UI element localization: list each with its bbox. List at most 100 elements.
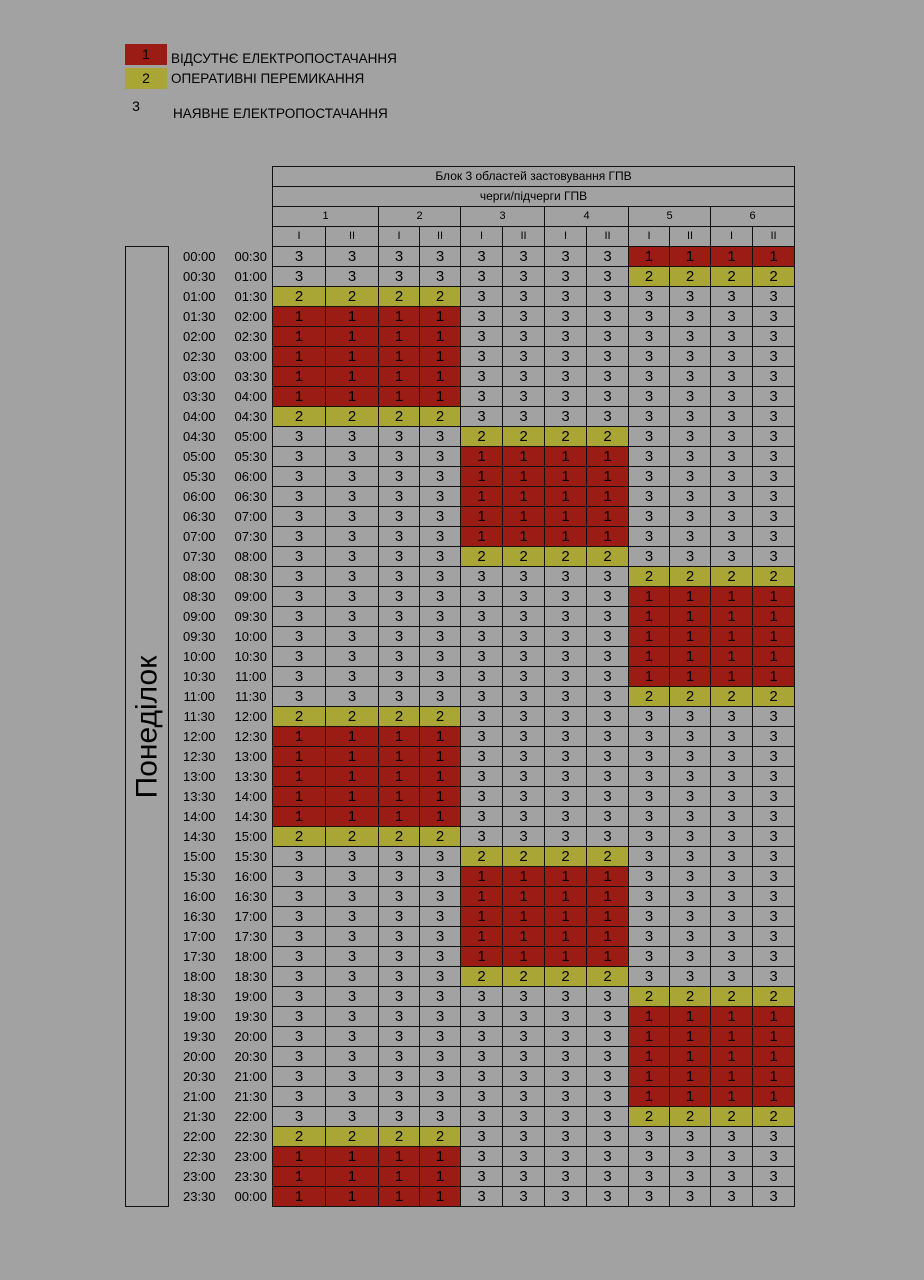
schedule-cell: 1 bbox=[752, 666, 795, 687]
schedule-cell: 1 bbox=[419, 1166, 461, 1187]
table-row: 18:00 18:30 3 3 3 3 2 2 2 2 3 3 3 3 bbox=[126, 966, 795, 987]
time-from: 08:00 bbox=[168, 566, 230, 587]
schedule-cell: 3 bbox=[586, 786, 629, 807]
table-row: 04:30 05:00 3 3 3 3 2 2 2 2 3 3 3 3 bbox=[126, 426, 795, 447]
schedule-cell: 2 bbox=[586, 966, 629, 987]
schedule-cell: 1 bbox=[419, 366, 461, 387]
schedule-cell: 1 bbox=[378, 1166, 420, 1187]
schedule-cell: 1 bbox=[752, 626, 795, 647]
schedule-cell: 3 bbox=[628, 446, 670, 467]
schedule-cell: 1 bbox=[325, 346, 379, 367]
schedule-cell: 3 bbox=[669, 546, 711, 567]
schedule-cell: 1 bbox=[378, 806, 420, 827]
schedule-cell: 3 bbox=[586, 626, 629, 647]
schedule-cell: 2 bbox=[502, 846, 545, 867]
schedule-cell: 3 bbox=[460, 566, 503, 587]
table-row: 21:00 21:30 3 3 3 3 3 3 3 3 1 1 1 1 bbox=[126, 1086, 795, 1107]
schedule-cell: 2 bbox=[752, 1106, 795, 1127]
schedule-cell: 1 bbox=[419, 786, 461, 807]
schedule-cell: 3 bbox=[586, 1006, 629, 1027]
time-to: 06:00 bbox=[229, 466, 273, 487]
schedule-cell: 3 bbox=[544, 586, 587, 607]
time-from: 10:30 bbox=[168, 666, 230, 687]
schedule-cell: 3 bbox=[460, 306, 503, 327]
time-to: 05:30 bbox=[229, 446, 273, 467]
schedule-cell: 3 bbox=[378, 926, 420, 947]
schedule-cell: 3 bbox=[544, 646, 587, 667]
schedule-cell: 3 bbox=[752, 706, 795, 727]
schedule-cell: 1 bbox=[628, 646, 670, 667]
time-from: 20:30 bbox=[168, 1066, 230, 1087]
schedule-cell: 3 bbox=[460, 706, 503, 727]
schedule-cell: 1 bbox=[752, 1006, 795, 1027]
subqueue-header: II bbox=[325, 226, 379, 247]
table-row: 20:00 20:30 3 3 3 3 3 3 3 3 1 1 1 1 bbox=[126, 1046, 795, 1067]
time-to: 19:30 bbox=[229, 1006, 273, 1027]
schedule-cell: 1 bbox=[272, 386, 326, 407]
schedule-cell: 3 bbox=[378, 546, 420, 567]
time-to: 03:30 bbox=[229, 366, 273, 387]
schedule-cell: 1 bbox=[378, 326, 420, 347]
schedule-cell: 3 bbox=[272, 846, 326, 867]
schedule-cell: 2 bbox=[272, 406, 326, 427]
queue-header: 2 bbox=[378, 206, 461, 227]
time-to: 02:30 bbox=[229, 326, 273, 347]
schedule-cell: 1 bbox=[378, 346, 420, 367]
schedule-cell: 3 bbox=[628, 786, 670, 807]
time-from: 19:30 bbox=[168, 1026, 230, 1047]
time-from: 12:00 bbox=[168, 726, 230, 747]
time-to: 13:30 bbox=[229, 766, 273, 787]
time-to: 04:30 bbox=[229, 406, 273, 427]
schedule-table: Блок 3 областей застовування ГПВ черги/п… bbox=[125, 166, 795, 1207]
schedule-cell: 1 bbox=[378, 366, 420, 387]
schedule-cell: 3 bbox=[544, 1006, 587, 1027]
schedule-cell: 1 bbox=[669, 1046, 711, 1067]
schedule-cell: 3 bbox=[502, 266, 545, 287]
schedule-cell: 2 bbox=[710, 1106, 753, 1127]
schedule-cell: 1 bbox=[752, 1046, 795, 1067]
schedule-cell: 2 bbox=[325, 1126, 379, 1147]
schedule-cell: 3 bbox=[669, 406, 711, 427]
schedule-cell: 1 bbox=[628, 246, 670, 267]
schedule-cell: 3 bbox=[272, 886, 326, 907]
time-to: 22:30 bbox=[229, 1126, 273, 1147]
schedule-cell: 3 bbox=[325, 846, 379, 867]
schedule-cell: 3 bbox=[710, 966, 753, 987]
schedule-cell: 3 bbox=[544, 386, 587, 407]
schedule-cell: 3 bbox=[419, 986, 461, 1007]
schedule-cell: 2 bbox=[460, 426, 503, 447]
schedule-cell: 2 bbox=[752, 986, 795, 1007]
schedule-cell: 2 bbox=[378, 706, 420, 727]
time-to: 07:30 bbox=[229, 526, 273, 547]
schedule-cell: 3 bbox=[419, 1006, 461, 1027]
schedule-cell: 3 bbox=[272, 486, 326, 507]
time-from: 04:00 bbox=[168, 406, 230, 427]
schedule-cell: 3 bbox=[325, 486, 379, 507]
schedule-cell: 3 bbox=[544, 706, 587, 727]
schedule-cell: 1 bbox=[669, 1086, 711, 1107]
schedule-cell: 3 bbox=[460, 266, 503, 287]
schedule-cell: 3 bbox=[272, 266, 326, 287]
schedule-cell: 3 bbox=[710, 1146, 753, 1167]
schedule-cell: 1 bbox=[272, 366, 326, 387]
legend-label-outage: ВІДСУТНЄ ЕЛЕКТРОПОСТАЧАННЯ bbox=[171, 51, 397, 66]
schedule-cell: 3 bbox=[502, 666, 545, 687]
schedule-cell: 3 bbox=[272, 586, 326, 607]
schedule-cell: 1 bbox=[710, 626, 753, 647]
time-to: 23:00 bbox=[229, 1146, 273, 1167]
schedule-cell: 3 bbox=[586, 806, 629, 827]
schedule-cell: 3 bbox=[628, 926, 670, 947]
schedule-cell: 3 bbox=[586, 586, 629, 607]
schedule-cell: 2 bbox=[544, 546, 587, 567]
queue-header: 1 bbox=[272, 206, 379, 227]
schedule-cell: 1 bbox=[325, 1166, 379, 1187]
schedule-cell: 3 bbox=[752, 1146, 795, 1167]
schedule-cell: 1 bbox=[669, 1066, 711, 1087]
schedule-cell: 3 bbox=[628, 306, 670, 327]
time-from: 13:30 bbox=[168, 786, 230, 807]
schedule-cell: 3 bbox=[669, 846, 711, 867]
schedule-cell: 3 bbox=[378, 566, 420, 587]
schedule-cell: 2 bbox=[628, 1106, 670, 1127]
schedule-cell: 3 bbox=[502, 586, 545, 607]
schedule-cell: 3 bbox=[752, 386, 795, 407]
